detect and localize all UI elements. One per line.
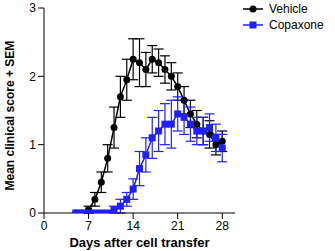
svg-text:0: 0 (41, 219, 48, 233)
svg-text:Mean clinical score + SEM: Mean clinical score + SEM (8, 41, 17, 191)
svg-text:0: 0 (29, 206, 36, 220)
svg-text:Days after cell transfer: Days after cell transfer (69, 235, 209, 250)
svg-text:Vehicle: Vehicle (269, 2, 308, 16)
svg-text:7: 7 (85, 219, 92, 233)
svg-text:Copaxone: Copaxone (269, 18, 324, 32)
svg-text:28: 28 (216, 219, 230, 233)
svg-text:2: 2 (29, 70, 36, 84)
svg-text:1: 1 (29, 138, 36, 152)
svg-text:3: 3 (29, 1, 36, 15)
svg-text:21: 21 (171, 219, 185, 233)
svg-text:14: 14 (126, 219, 140, 233)
